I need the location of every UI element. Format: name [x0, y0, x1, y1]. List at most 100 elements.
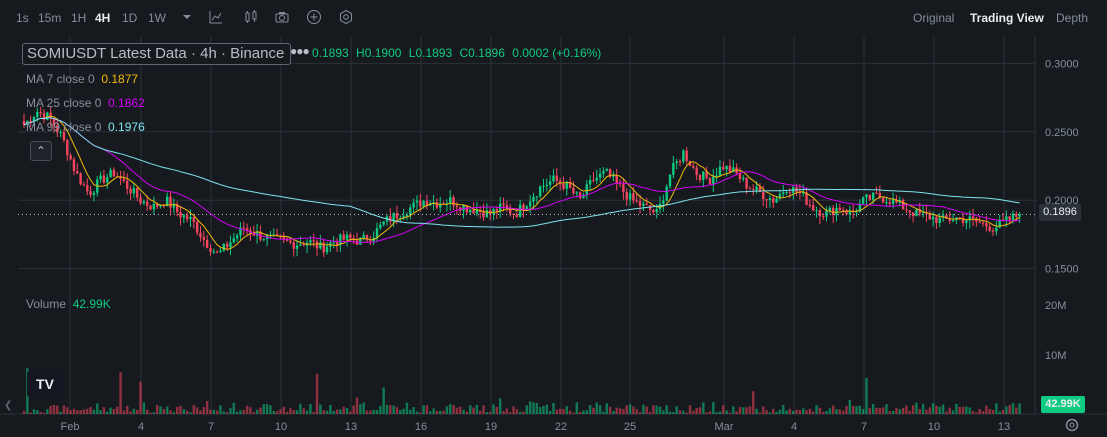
- timeframe-15m[interactable]: 15m: [38, 11, 62, 25]
- candle-body: [985, 222, 988, 227]
- candle-body: [885, 202, 888, 204]
- volume-bar: [385, 404, 389, 414]
- time-axis-label: 13: [998, 421, 1010, 433]
- volume-bar: [602, 411, 605, 414]
- volume-legend[interactable]: Volume 42.99K: [26, 297, 111, 311]
- tradingview-logo[interactable]: TV: [27, 370, 63, 398]
- candle-body: [708, 178, 712, 185]
- volume-bar: [1018, 403, 1021, 414]
- candle-body: [409, 207, 412, 215]
- candle-body: [768, 198, 772, 200]
- volume-bar: [981, 411, 985, 414]
- scroll-left-icon[interactable]: ❮: [4, 400, 13, 411]
- candle-body: [129, 188, 132, 194]
- candle-body: [542, 185, 545, 187]
- candle-body: [182, 215, 186, 218]
- candle-body: [538, 186, 542, 197]
- volume-bar: [965, 406, 968, 414]
- volume-bar: [62, 405, 66, 414]
- volume-bar: [322, 410, 325, 414]
- more-options-icon[interactable]: ●●●: [290, 44, 310, 58]
- candle-body: [209, 247, 212, 252]
- candle-body: [728, 165, 732, 173]
- volume-bar: [315, 373, 319, 414]
- volume-bar: [399, 410, 402, 414]
- volume-bar: [535, 402, 539, 414]
- candle-body: [508, 207, 512, 214]
- candle-body: [332, 242, 335, 244]
- timeframe-4h[interactable]: 4H: [95, 11, 111, 25]
- volume-bar: [895, 407, 898, 414]
- volume-bar: [988, 409, 991, 414]
- add-indicator-icon[interactable]: [306, 9, 322, 25]
- ma99-value: 0.1976: [108, 120, 145, 134]
- chart-settings-icon[interactable]: [1064, 417, 1080, 433]
- symbol-legend[interactable]: SOMIUSDT Latest Data · 4h · Binance: [22, 43, 292, 65]
- candle-body: [995, 227, 998, 232]
- timeframe-1s[interactable]: 1s: [16, 11, 29, 25]
- volume-bar: [382, 387, 385, 414]
- candle-body: [935, 216, 938, 223]
- collapse-legend-button[interactable]: ⌃: [30, 141, 52, 161]
- timeframe-1d[interactable]: 1D: [122, 11, 138, 25]
- volume-bar: [635, 409, 638, 414]
- candle-body: [705, 171, 708, 179]
- candle-body: [315, 241, 319, 249]
- candle-body: [971, 216, 975, 219]
- candle-body: [449, 197, 452, 204]
- volume-bar: [235, 411, 239, 414]
- volume-bar: [485, 412, 489, 414]
- candle-body: [405, 214, 409, 217]
- candle-body: [195, 221, 199, 233]
- candle-body: [522, 204, 525, 210]
- candle-body: [322, 242, 325, 253]
- volume-bar: [688, 405, 692, 414]
- volume-bar: [552, 402, 555, 414]
- timeframe-1h[interactable]: 1H: [71, 11, 87, 25]
- candle-body: [555, 175, 558, 181]
- volume-bar: [598, 405, 602, 414]
- ma99-legend[interactable]: MA 99 close 0 0.1976: [26, 120, 145, 134]
- candle-body: [106, 177, 109, 183]
- ma25-legend[interactable]: MA 25 close 0 0.1862: [26, 96, 145, 110]
- candle-body: [568, 181, 572, 188]
- volume-bar: [126, 406, 129, 414]
- candle-body: [918, 209, 921, 214]
- line-chart-icon[interactable]: [208, 9, 224, 25]
- volume-bar: [255, 409, 259, 414]
- volume-bar: [508, 412, 512, 414]
- volume-bar: [958, 406, 961, 414]
- candle-body: [765, 199, 768, 201]
- candle-body: [132, 188, 136, 194]
- candle-body: [49, 112, 52, 119]
- ma7-legend[interactable]: MA 7 close 0 0.1877: [26, 72, 138, 86]
- candle-body: [255, 231, 259, 236]
- volume-bar: [755, 408, 758, 414]
- volume-bar: [805, 410, 808, 414]
- volume-bar: [645, 406, 648, 414]
- settings-icon[interactable]: [338, 9, 354, 25]
- candle-body: [891, 199, 895, 205]
- volume-bar: [881, 407, 885, 414]
- view-trading-view[interactable]: Trading View: [970, 11, 1044, 25]
- candle-body: [122, 178, 126, 181]
- view-original[interactable]: Original: [913, 11, 955, 25]
- volume-bar: [812, 411, 815, 414]
- candle-body: [56, 125, 59, 133]
- candle-body: [725, 165, 728, 170]
- timeframe-1w[interactable]: 1W: [148, 11, 166, 25]
- volume-bar: [482, 405, 485, 414]
- camera-icon[interactable]: [274, 9, 290, 25]
- symbol-title: SOMIUSDT Latest Data · 4h · Binance: [27, 45, 285, 62]
- volume-bar: [395, 407, 399, 414]
- chevron-down-icon[interactable]: [179, 9, 195, 25]
- candle-body: [921, 212, 925, 214]
- view-depth[interactable]: Depth: [1056, 11, 1089, 25]
- volume-bar: [655, 405, 658, 414]
- candle-type-icon[interactable]: [243, 9, 259, 25]
- volume-bar: [715, 412, 718, 414]
- candle-body: [172, 204, 176, 208]
- candle-body: [225, 243, 229, 248]
- candle-body: [545, 184, 549, 186]
